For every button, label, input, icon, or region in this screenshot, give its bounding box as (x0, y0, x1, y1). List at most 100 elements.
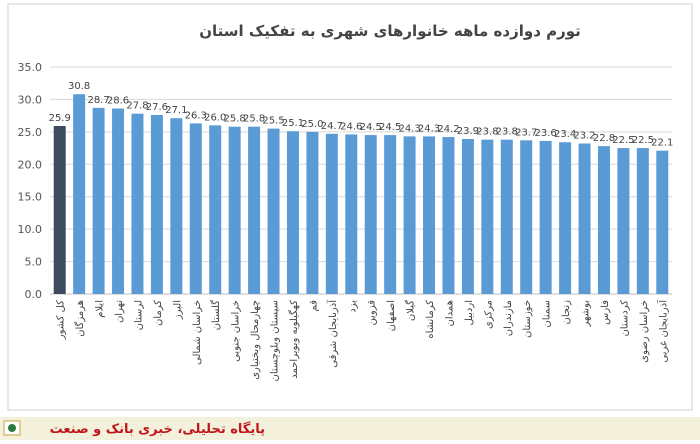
x-tick-label: مازندران (503, 300, 514, 336)
x-tick-label: آذربایجان شرقی (326, 299, 339, 368)
data-label: 25.0 (301, 119, 323, 130)
bar (345, 134, 358, 294)
data-label: 25.1 (282, 118, 304, 129)
bar (286, 131, 299, 294)
bar (500, 139, 513, 294)
x-tick-label: همدان (444, 300, 455, 326)
x-tick-label: هرمزگان (74, 300, 86, 337)
bar (189, 123, 202, 294)
data-label: 25.9 (49, 113, 71, 124)
data-label: 22.5 (632, 135, 654, 146)
x-tick-label: زنجان (561, 300, 572, 325)
data-label: 27.8 (126, 101, 148, 112)
y-tick-label: 25.0 (18, 126, 43, 139)
bar (481, 139, 494, 294)
bar (209, 125, 222, 294)
data-label: 24.5 (360, 122, 382, 133)
bar (364, 135, 377, 294)
bar (228, 126, 241, 294)
x-tick-label: گیلان (405, 300, 417, 321)
data-label: 25.8 (243, 114, 265, 125)
bar (112, 108, 125, 294)
bar (306, 131, 319, 294)
data-label: 25.8 (224, 114, 246, 125)
y-tick-label: 35.0 (18, 61, 43, 74)
data-label: 24.3 (418, 123, 440, 134)
x-tick-label: خراسان رضوی (639, 300, 650, 363)
x-tick-label: البرز (172, 300, 183, 320)
x-tick-label: بوشهر (581, 300, 592, 327)
bar (461, 138, 474, 294)
data-label: 22.1 (651, 138, 673, 149)
x-tick-label: ایلام (95, 300, 106, 318)
x-tick-label: فارس (600, 300, 611, 325)
data-label: 28.6 (107, 96, 129, 107)
bar (403, 136, 416, 294)
data-label: 24.3 (398, 123, 420, 134)
data-label: 27.6 (146, 102, 168, 113)
bar (53, 126, 66, 295)
bar (578, 143, 591, 294)
x-tick-label: خراسان جنوبی (231, 300, 242, 362)
bar (170, 118, 183, 294)
x-tick-label: تهران (114, 300, 125, 323)
x-tick-label: اصفهان (386, 300, 397, 331)
y-tick-label: 5.0 (25, 256, 43, 269)
bar (656, 150, 669, 294)
data-label: 24.2 (437, 124, 459, 135)
footer-logo-dot (8, 424, 16, 432)
bar (150, 114, 163, 294)
bar (597, 146, 610, 294)
data-label: 23.2 (573, 131, 595, 142)
x-tick-label: گلستان (210, 300, 222, 331)
bar (267, 128, 280, 294)
data-label: 26.0 (204, 112, 226, 123)
x-tick-label: کهگیلویه وبویراحمد (288, 300, 300, 379)
bar (520, 140, 533, 294)
x-tick-label: خوزستان (522, 300, 533, 338)
x-tick-label: سیستان وبلوچستان (270, 300, 281, 382)
data-label: 23.6 (535, 128, 557, 139)
bar (539, 140, 552, 294)
x-tick-label: خراسان شمالی (192, 300, 203, 365)
x-tick-label: یزد (347, 300, 358, 313)
y-tick-label: 30.0 (18, 93, 43, 106)
data-label: 23.8 (476, 127, 498, 138)
bar (559, 142, 572, 294)
data-label: 27.1 (165, 105, 187, 116)
data-label: 24.6 (340, 121, 362, 132)
bar (423, 136, 436, 294)
x-tick-label: قم (308, 300, 319, 312)
bar (442, 137, 455, 294)
y-tick-label: 20.0 (18, 158, 43, 171)
x-tick-label: چهارمحال وبختیاری (250, 300, 261, 380)
data-label: 30.8 (68, 81, 90, 92)
x-tick-label: مرکزی (483, 300, 494, 329)
x-tick-label: قزوین (367, 300, 378, 326)
data-label: 23.8 (496, 127, 518, 138)
data-label: 26.3 (185, 110, 207, 121)
bar (617, 148, 630, 294)
data-label: 22.8 (593, 133, 615, 144)
data-label: 23.9 (457, 126, 479, 137)
bar (325, 133, 338, 294)
y-tick-label: 15.0 (18, 191, 43, 204)
y-tick-label: 0.0 (25, 288, 43, 301)
x-tick-label: آذربایجان غربی (656, 299, 669, 363)
bar (384, 135, 397, 294)
data-label: 25.5 (262, 116, 284, 127)
data-label: 24.5 (379, 122, 401, 133)
footer-band (0, 417, 700, 440)
footer-text: پایگاه تحلیلی، خبری بانک و صنعت (50, 421, 265, 437)
chart-title: تورم دوازده ماهه خانوارهای شهری به تفکیک… (199, 22, 581, 40)
x-tick-label: سمنان (542, 300, 553, 328)
data-label: 24.7 (321, 121, 343, 132)
x-tick-label: کرمانشاه (425, 300, 436, 339)
x-tick-label: اردبیل (464, 300, 475, 325)
data-label: 28.7 (87, 95, 109, 106)
bar (636, 148, 649, 294)
data-label: 23.7 (515, 127, 537, 138)
bar (92, 107, 105, 294)
y-tick-label: 10.0 (18, 223, 43, 236)
